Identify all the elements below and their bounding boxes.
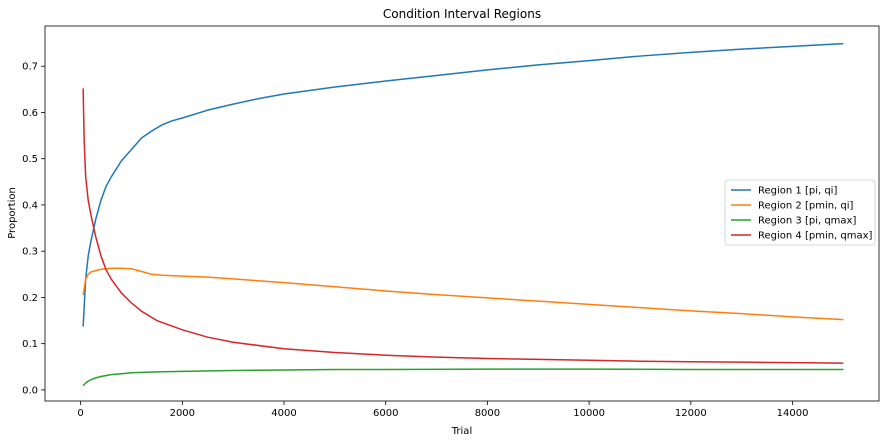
x-tick-label: 4000 bbox=[271, 408, 296, 419]
x-tick-label: 10000 bbox=[573, 408, 605, 419]
y-axis-label: Proportion bbox=[7, 187, 18, 239]
y-tick-label: 0.5 bbox=[22, 154, 38, 165]
y-tick-label: 0.0 bbox=[22, 385, 38, 396]
legend: Region 1 [pi, qi] Region 2 [pmin, qi] Regi… bbox=[724, 179, 876, 246]
y-tick-label: 0.1 bbox=[22, 339, 38, 350]
series-line-region-1 bbox=[82, 42, 844, 327]
ticks-layer: 0 2000 4000 6000 8000 10000 12000 14000 0.0 0.1 0.… bbox=[22, 62, 808, 419]
x-tick-label: 8000 bbox=[475, 408, 500, 419]
series-line-region-2 bbox=[82, 267, 844, 321]
x-tick-label: 12000 bbox=[675, 408, 707, 419]
series-line-region-4 bbox=[82, 88, 844, 364]
y-tick-label: 0.6 bbox=[22, 108, 38, 119]
plot-area-frame bbox=[44, 25, 880, 402]
x-tick-label: 2000 bbox=[170, 408, 195, 419]
x-tick-label: 6000 bbox=[373, 408, 398, 419]
x-tick-label: 0 bbox=[77, 408, 83, 419]
legend-label-region-2: Region 2 [pmin, qi] bbox=[758, 201, 854, 212]
series-layer bbox=[82, 42, 844, 387]
legend-label-region-4: Region 4 [pmin, qmax] bbox=[758, 231, 873, 242]
y-tick-label: 0.3 bbox=[22, 247, 38, 258]
x-tick-label: 14000 bbox=[777, 408, 809, 419]
y-tick-label: 0.4 bbox=[22, 200, 38, 211]
y-tick-label: 0.2 bbox=[22, 293, 38, 304]
legend-box bbox=[724, 179, 876, 246]
y-tick-label: 0.7 bbox=[22, 62, 38, 73]
x-axis-label: Trial bbox=[451, 426, 472, 437]
series-line-region-3 bbox=[82, 368, 844, 387]
legend-label-region-3: Region 3 [pi, qmax] bbox=[758, 216, 856, 227]
legend-label-region-1: Region 1 [pi, qi] bbox=[758, 186, 837, 197]
chart-title: Condition Interval Regions bbox=[383, 7, 541, 21]
